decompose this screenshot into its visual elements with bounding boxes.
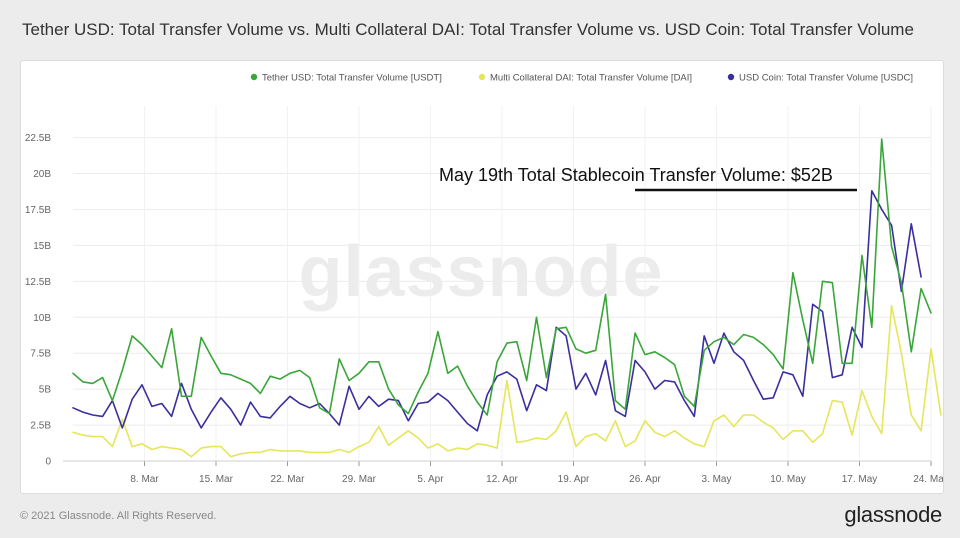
legend-label-usdt: Tether USD: Total Transfer Volume [USDT] [262,73,442,84]
x-tick-label: 17. May [842,474,878,485]
x-tick-label: 5. Apr [417,474,444,485]
chart-panel: glassnode 0 2.5B 5B 7.5B 10B 12.5B 15B 17.5B 20B… [20,60,944,494]
copyright-text: © 2021 Glassnode. All Rights Reserved. [20,510,217,522]
series-line-usdc [72,190,922,432]
watermark-text: glassnode [298,232,663,312]
y-tick-label: 12.5B [25,277,51,288]
line-chart: glassnode 0 2.5B 5B 7.5B 10B 12.5B 15B 17.5B 20B… [25,73,943,486]
x-tick-label: 29. Mar [342,474,377,485]
legend-label-dai: Multi Collateral DAI: Total Transfer Vol… [490,73,692,84]
legend-marker-dai [478,73,486,81]
y-tick-label: 10B [33,313,51,324]
series-line-usdt [72,138,932,416]
y-tick-label: 7.5B [30,349,51,360]
annotation: May 19th Total Stablecoin Transfer Volum… [439,165,857,192]
x-tick-label: 3. May [701,474,731,485]
y-tick-label: 15B [33,241,51,252]
y-tick-label: 0 [45,457,51,468]
grid-layer [73,106,932,462]
brand-logo: glassnode [844,502,942,527]
y-tick-label: 22.5B [25,133,51,144]
x-tick-label: 19. Apr [558,474,590,485]
y-tick-label: 17.5B [25,205,51,216]
x-tick-label: 26. Apr [629,474,661,485]
x-tick-label: 8. Mar [130,474,159,485]
page-title: Tether USD: Total Transfer Volume vs. Mu… [22,20,914,39]
axis-layer: 0 2.5B 5B 7.5B 10B 12.5B 15B 17.5B 20B 22.5B 8. Ma… [25,133,943,485]
legend: Tether USD: Total Transfer Volume [USDT]… [250,73,913,84]
annotation-text: May 19th Total Stablecoin Transfer Volum… [439,165,833,185]
x-tick-label: 12. Apr [486,474,518,485]
y-tick-label: 5B [39,385,52,396]
x-tick-label: 22. Mar [271,474,306,485]
legend-label-usdc: USD Coin: Total Transfer Volume [USDC] [739,73,913,84]
legend-marker-usdc [727,73,735,81]
x-tick-label: 24. May [913,474,943,485]
series-line-dai [72,305,942,458]
x-tick-label: 15. Mar [199,474,234,485]
y-tick-label: 2.5B [30,421,51,432]
y-tick-label: 20B [33,169,51,180]
legend-marker-usdt [250,73,258,81]
x-tick-label: 10. May [770,474,806,485]
series-layer [72,138,942,458]
